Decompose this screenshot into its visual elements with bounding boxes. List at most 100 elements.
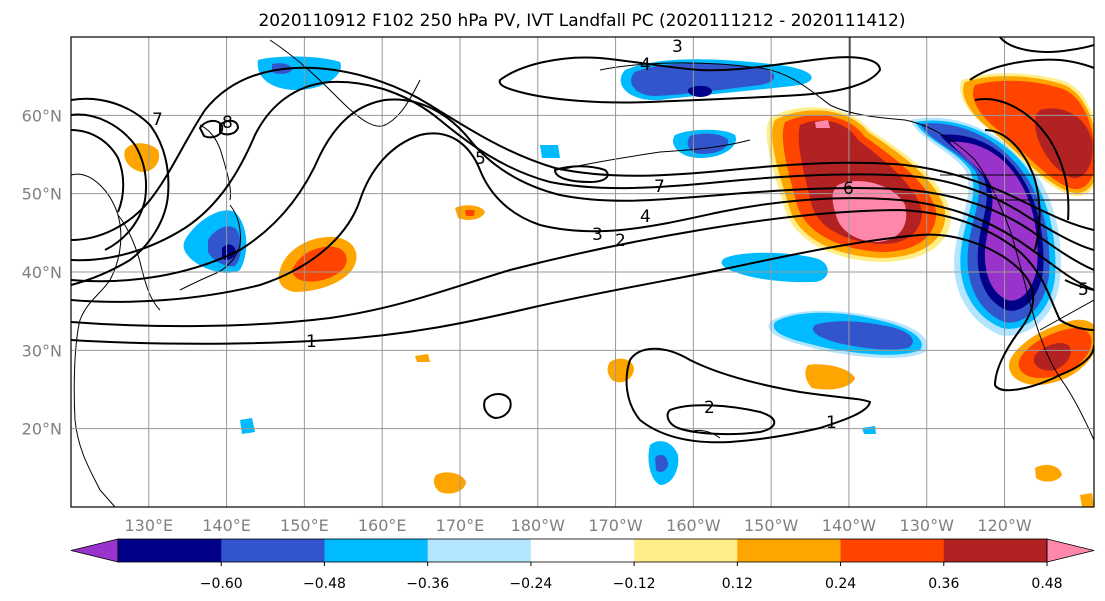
colorbar-tick-label: −0.12 [613,576,656,592]
pv-contour-19 [1064,279,1094,291]
contour-label: 4 [640,55,651,75]
colorbar-tick-label: −0.36 [406,576,449,592]
shade-gulf-alaska-pink-small [815,120,830,128]
lon-tick-label: 130°W [900,516,955,535]
pv-contour-2 [71,208,1094,331]
lon-tick-label: 150°E [280,516,329,535]
pv-contour-11 [553,165,609,184]
pv-contour-17 [974,98,1070,221]
colorbar-frame [117,538,1048,563]
contour-label: 7 [654,177,665,197]
lon-tick-label: 170°E [436,516,485,535]
contour-label: 2 [615,231,626,251]
pv-contour-12 [625,347,872,444]
coast-borders [849,37,1094,331]
contour-label: 3 [592,225,603,245]
coast-alaska [599,62,1094,441]
shade-small-g [240,418,255,434]
colorbar-segment [324,539,429,562]
pv-contour-15 [969,58,1094,81]
shade-small-b-core [465,210,475,216]
shade-small-i [415,354,430,362]
lat-tick-label: 20°N [22,420,62,439]
colorbar-segment [634,539,738,562]
shade-bering-blue [631,63,775,96]
contour-label: 2 [704,398,715,418]
lon-tick-label: 160°W [666,516,721,535]
pv-contour-4 [71,98,1094,283]
lon-tick-label: 170°W [588,516,643,535]
colorbar-tick-label: −0.60 [200,576,243,592]
contour-label: 7 [152,110,163,130]
contour-labels: 1 1 2 2 3 3 4 4 5 5 6 7 7 8 [152,37,1089,433]
lat-tick-label: 40°N [22,263,62,282]
contour-label: 5 [1078,280,1089,300]
shade-small-f-core [655,454,668,473]
pv-contour-14 [483,393,512,420]
colorbar-segment [840,539,945,562]
pv-contour-20 [219,119,240,136]
shade-small-d [805,364,855,390]
shade-northeast-darkred [1035,108,1093,179]
longitude-labels: 130°E 140°E 150°E 160°E 170°E 180°W 170°W 160°W… [124,516,1031,535]
pv-contour-5 [71,80,1094,262]
pv-contour-1 [71,233,1094,392]
lat-tick-label: 50°N [22,185,62,204]
pv-contour-21 [198,120,224,139]
colorbar-tick-label: 0.12 [722,576,753,592]
lon-tick-label: 140°W [822,516,877,535]
coast-japan [179,204,241,291]
contour-label: 1 [306,332,317,352]
pv-contour-8 [71,113,148,251]
coast-sakhalin [199,124,231,201]
pv-contours [71,37,1094,444]
lon-tick-label: 160°E [358,516,407,535]
map-frame [70,36,1095,508]
shade-central-pacific-b-core [812,321,913,350]
colorbar-segment [427,539,532,562]
pv-contour-10 [498,56,882,104]
colorbar-segment [737,539,842,562]
colorbar-tick-label: −0.24 [509,576,552,592]
lon-tick-label: 120°W [977,516,1032,535]
latitude-labels: 20°N 30°N 40°N 50°N 60°N [22,106,62,438]
shade-central-pacific-a [721,252,828,283]
contour-label: 8 [222,113,233,133]
pv-contour-18 [984,129,1041,251]
shade-nwpac-red [292,246,347,282]
contour-label: 5 [475,149,486,169]
colorbar-extend-high [1046,538,1095,563]
pv-contour-16 [999,37,1094,53]
lon-tick-label: 150°W [744,516,799,535]
lon-tick-label: 140°E [202,516,251,535]
pv-contour-3 [71,132,1094,303]
colorbar-segment [221,539,325,562]
colorbar: −0.60 −0.48 −0.36 −0.24 −0.12 0.12 0.24 0.36 0.4… [70,538,1095,592]
pv-contour-7 [71,97,170,286]
shade-small-h [1035,464,1062,482]
colorbar-segment [118,539,222,562]
figure-title: 2020110912 F102 250 hPa PV, IVT Landfall… [258,11,905,31]
gridlines [71,37,1094,507]
colorbar-tick-label: 0.24 [825,576,856,592]
lon-tick-label: 130°E [124,516,173,535]
colorbar-tick-label: 0.36 [928,576,959,592]
colorbar-segment [943,539,1048,562]
pv-contour-13 [666,404,776,436]
shade-small-e [433,472,466,494]
lon-tick-label: 180°W [511,516,566,535]
coast-aleutians [559,139,751,171]
shade-small-a [540,145,560,158]
colorbar-segment [530,539,635,562]
lat-tick-label: 30°N [22,341,62,360]
colorbar-tick-label: −0.48 [303,576,346,592]
lat-tick-label: 60°N [22,106,62,125]
pv-contour-9 [71,129,125,213]
shade-small-j [1080,493,1094,507]
pv-contour-6 [71,66,1094,241]
contour-label: 3 [672,37,683,57]
colorbar-tick-label: 0.48 [1031,576,1062,592]
colorbar-extend-low [70,538,119,563]
coast-asia [71,173,122,507]
